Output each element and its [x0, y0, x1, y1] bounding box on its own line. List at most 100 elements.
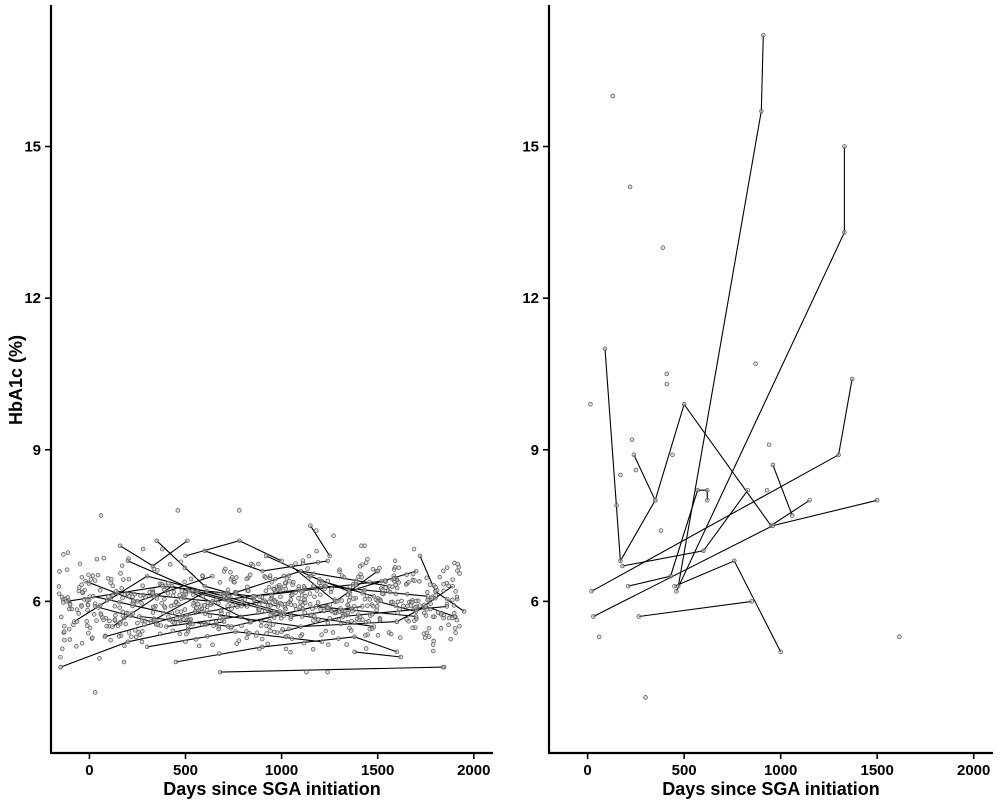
data-point [179, 588, 185, 593]
data-point [117, 599, 122, 605]
x-tick-label: 500 [672, 762, 697, 779]
data-point [113, 613, 118, 618]
data-point [444, 604, 450, 609]
data-point [392, 558, 398, 564]
data-point [258, 623, 264, 629]
data-point [311, 618, 316, 623]
data-point [289, 592, 295, 598]
data-point [126, 630, 132, 635]
data-point [199, 606, 204, 612]
data-point [417, 553, 423, 559]
data-point [701, 548, 706, 554]
data-point [668, 573, 673, 579]
data-point [307, 591, 313, 596]
data-point [336, 617, 342, 623]
data-point [170, 628, 176, 634]
patient-trajectory [591, 378, 853, 592]
data-point [327, 616, 333, 621]
data-point [433, 593, 438, 598]
data-point [178, 596, 184, 601]
data-point [375, 568, 380, 574]
data-point [115, 623, 121, 629]
data-point [173, 600, 179, 605]
data-point [191, 592, 196, 598]
data-point [452, 625, 458, 631]
data-point [749, 599, 754, 604]
data-point [194, 605, 199, 610]
data-point [169, 610, 175, 616]
data-point [79, 604, 84, 609]
data-point [223, 566, 228, 572]
data-point [119, 586, 124, 591]
data-point [387, 589, 393, 595]
data-point [154, 596, 160, 601]
data-point [610, 93, 615, 99]
data-point [210, 599, 215, 604]
data-point [325, 558, 330, 564]
data-point [170, 593, 176, 598]
data-point [144, 644, 150, 650]
data-point [396, 565, 402, 570]
data-point [56, 591, 62, 596]
panel-right: 0 500 1000 1500 2000 6 9 12 15 Days since SGA ini… [522, 5, 993, 799]
data-point [461, 609, 467, 614]
data-point [375, 599, 380, 604]
data-point [94, 618, 99, 623]
data-point [110, 592, 116, 598]
data-point [160, 583, 165, 589]
data-point [354, 585, 359, 591]
patient-trajectory [220, 666, 444, 673]
data-point [308, 523, 313, 528]
patient-trajectory [633, 454, 656, 501]
data-point [413, 614, 419, 619]
data-point [337, 569, 342, 575]
data-point [200, 573, 205, 578]
data-point [319, 578, 325, 584]
data-point [86, 630, 91, 636]
data-point [325, 669, 330, 675]
data-point [210, 573, 215, 579]
x-tick-label: 500 [173, 762, 198, 779]
data-point [364, 593, 370, 599]
data-point [450, 597, 455, 603]
data-point [842, 230, 847, 235]
data-point [417, 603, 423, 608]
data-point [246, 588, 251, 594]
data-point [203, 622, 209, 627]
data-point [83, 578, 88, 584]
y-tick-label: 9 [33, 442, 41, 459]
data-point [631, 452, 637, 458]
data-point [310, 647, 316, 652]
data-point [92, 578, 98, 583]
data-point [339, 598, 345, 603]
data-point [193, 637, 199, 642]
data-point [269, 580, 275, 585]
data-point [633, 467, 639, 473]
data-point [211, 623, 216, 629]
data-point [161, 610, 166, 616]
data-point [190, 621, 196, 627]
data-point [67, 602, 73, 607]
x-axis-title: Days since SGA initiation [662, 779, 879, 799]
data-point [288, 650, 293, 655]
data-point [330, 630, 336, 635]
data-point [242, 597, 247, 602]
data-point [126, 611, 131, 616]
data-point [177, 631, 183, 637]
data-point [102, 634, 108, 640]
data-point [183, 553, 188, 559]
data-point [230, 602, 235, 608]
data-point [234, 641, 239, 646]
data-point [187, 589, 192, 594]
data-point [397, 606, 402, 612]
data-point [137, 632, 143, 638]
data-point [379, 578, 384, 584]
data-point [303, 593, 308, 599]
data-point [367, 580, 372, 585]
data-point [836, 452, 841, 458]
data-point [410, 599, 415, 605]
data-point [807, 498, 812, 503]
data-point [370, 566, 376, 572]
point-layer [588, 33, 902, 700]
data-point [427, 582, 433, 587]
